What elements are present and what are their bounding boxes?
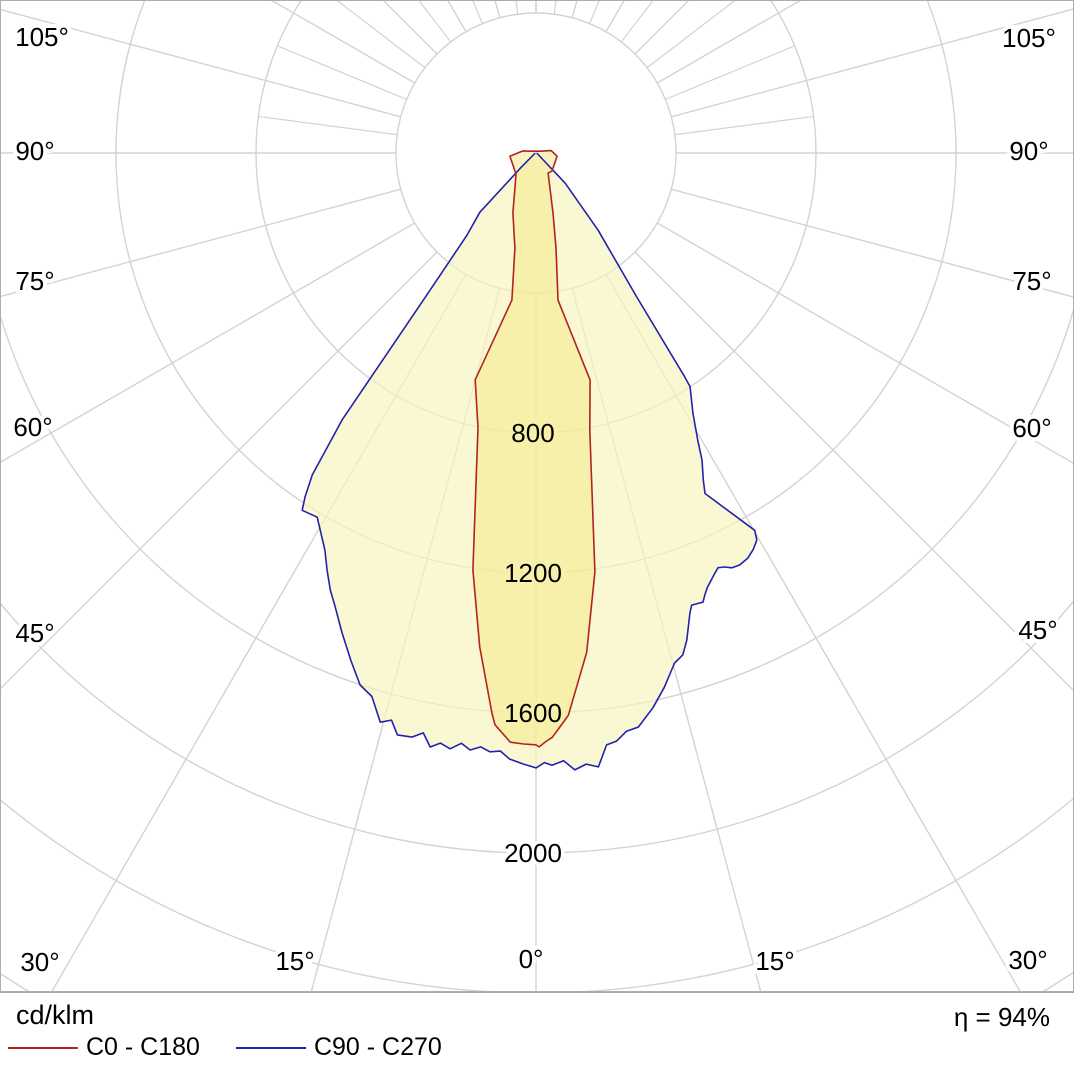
- grid-spoke: [0, 222, 416, 464]
- grid-spoke-minor: [553, 0, 557, 15]
- angle-label: 60°: [1012, 413, 1051, 443]
- grid-spoke-minor: [417, 0, 452, 43]
- grid-spoke-minor: [646, 0, 737, 69]
- efficiency-label: η = 94%: [953, 1002, 1050, 1032]
- grid-spoke-minor: [674, 115, 814, 136]
- angle-label: 45°: [15, 618, 54, 648]
- curve-line-C90-C270: [301, 152, 758, 771]
- grid-spoke: [0, 188, 401, 298]
- chart-footer: cd/klm η = 94% C0 - C180 C90 - C270: [0, 992, 1074, 1070]
- grid-spoke-minor: [620, 0, 655, 43]
- grid-spokes-minor: [258, 0, 814, 136]
- grid-spokes-major: [0, 0, 1074, 992]
- grid-spoke-minor: [515, 0, 519, 15]
- angle-label: 45°: [1018, 615, 1057, 645]
- grid-spoke: [0, 8, 401, 118]
- ring-value-label: 2000: [504, 838, 562, 868]
- grid-spoke-minor: [335, 0, 426, 69]
- ring-value-label: 1600: [504, 698, 562, 728]
- legend-swatch-blue-line: [235, 1046, 306, 1049]
- angle-label: 90°: [1009, 136, 1048, 166]
- grid-spoke: [571, 0, 578, 18]
- angle-label: 90°: [15, 136, 54, 166]
- grid-spoke: [0, 251, 438, 690]
- ring-value-label: 800: [511, 418, 554, 448]
- angle-label: 30°: [20, 947, 59, 977]
- grid-spoke-minor: [665, 45, 795, 100]
- angle-label: 60°: [13, 412, 52, 442]
- curve-fill-C0-C180: [472, 150, 595, 747]
- angle-label: 0°: [519, 944, 544, 974]
- legend-label-c0-c180: C0 - C180: [86, 1033, 200, 1061]
- grid-spoke-minor: [277, 45, 407, 100]
- grid-spoke: [494, 0, 501, 18]
- grid-spoke-minor: [471, 0, 483, 24]
- grid-spoke: [446, 0, 467, 33]
- curve-line-C0-C180: [472, 149, 596, 748]
- legend-item-c90-c270: C90 - C270: [235, 1033, 442, 1062]
- polar-diagram-svg: 800 1200 1600 2000 105° 90° 75° 60° 45° 30° 15° 0° 1…: [0, 0, 1074, 992]
- legend-label-c90-c270: C90 - C270: [313, 1033, 442, 1061]
- angle-label: 75°: [15, 266, 54, 296]
- angle-label: 105°: [15, 22, 69, 52]
- angle-label: 15°: [755, 946, 794, 976]
- legend: C0 - C180 C90 - C270: [8, 1033, 442, 1062]
- grid-spoke: [605, 273, 1022, 992]
- legend-item-c0-c180: C0 - C180: [8, 1033, 200, 1062]
- photometric-polar-chart: 800 1200 1600 2000 105° 90° 75° 60° 45° 30° 15° 0° 1…: [0, 0, 1074, 992]
- angle-label: 105°: [1002, 23, 1056, 53]
- grid-spoke: [634, 251, 1074, 692]
- grid-spoke: [656, 222, 1074, 465]
- grid-spoke: [671, 188, 1074, 298]
- grid-spoke-minor: [589, 0, 601, 24]
- angle-label: 30°: [1008, 945, 1047, 975]
- unit-label: cd/klm: [16, 1000, 95, 1030]
- angle-label: 15°: [275, 946, 314, 976]
- angle-label: 75°: [1012, 266, 1051, 296]
- grid-spoke: [671, 8, 1074, 118]
- legend-swatch-red-line: [8, 1046, 78, 1049]
- grid-spoke-minor: [258, 115, 398, 136]
- ring-value-label: 1200: [504, 558, 562, 588]
